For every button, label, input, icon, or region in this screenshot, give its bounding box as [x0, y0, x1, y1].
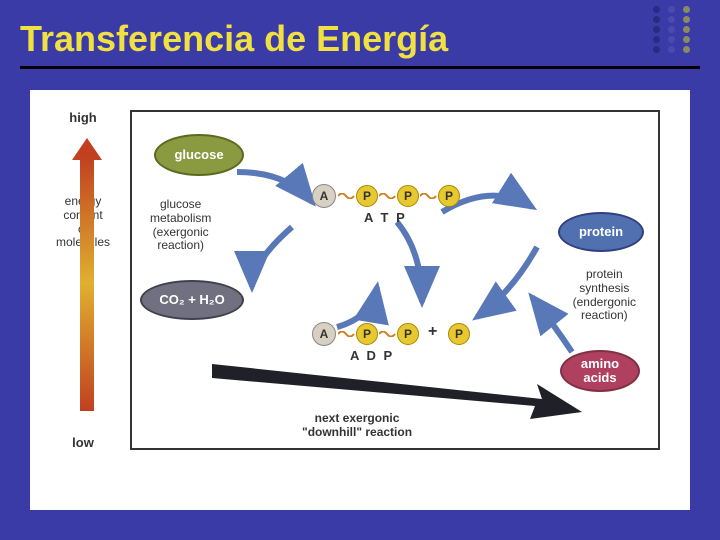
downhill-arrow	[212, 364, 582, 434]
adp-p1: P	[356, 323, 378, 345]
free-p: P	[448, 323, 470, 345]
bond	[379, 331, 397, 337]
slide-title: Transferencia de Energía	[20, 18, 700, 60]
title-bar: Transferencia de Energía	[20, 18, 700, 69]
bond	[338, 331, 356, 337]
amino-label: amino acids	[581, 357, 619, 386]
co2h2o-oval: CO₂ + H₂O	[140, 280, 244, 320]
bond	[379, 193, 397, 199]
protein-oval: protein	[558, 212, 644, 252]
atp-a: A	[312, 184, 336, 208]
atp-p2: P	[397, 185, 419, 207]
atp-p1: P	[356, 185, 378, 207]
energy-axis: high energy content of molecules low	[38, 110, 128, 450]
arrow-shaft	[80, 156, 94, 411]
dot	[668, 6, 675, 13]
energy-high-label: high	[38, 110, 128, 125]
glucose-label: glucose	[174, 148, 223, 162]
protein-label: protein	[579, 225, 623, 239]
glucose-oval: glucose	[154, 134, 244, 176]
gradient-arrow	[80, 138, 94, 393]
atp-label: A T P	[364, 210, 407, 225]
adp-p2: P	[397, 323, 419, 345]
dot	[683, 6, 690, 13]
adp-label: A D P	[350, 348, 394, 363]
bond	[420, 193, 438, 199]
diagram-frame: glucose CO₂ + H₂O protein amino acids A …	[130, 110, 660, 450]
energy-low-label: low	[38, 435, 128, 450]
content-panel: high energy content of molecules low	[30, 90, 690, 510]
co2h2o-label: CO₂ + H₂O	[159, 293, 224, 307]
bond	[338, 193, 356, 199]
dot	[653, 6, 660, 13]
note-left: glucose metabolism (exergonic reaction)	[150, 198, 211, 253]
atp-p3: P	[438, 185, 460, 207]
note-right: protein synthesis (endergonic reaction)	[573, 268, 636, 323]
adp-a: A	[312, 322, 336, 346]
plus-sign: +	[428, 323, 437, 341]
